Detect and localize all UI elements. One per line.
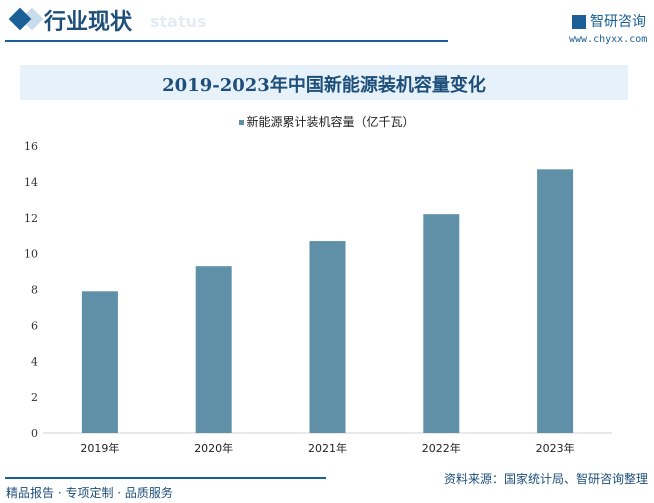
chart-title: 2019-2023年中国新能源装机容量变化 [162, 75, 486, 96]
x-tick-label: 2020年 [194, 441, 233, 455]
y-tick-label: 0 [31, 427, 38, 440]
x-tick-label: 2021年 [308, 441, 347, 455]
divider [5, 40, 448, 42]
y-tick-label: 10 [24, 248, 38, 261]
y-tick-label: 14 [24, 176, 38, 189]
y-tick-label: 16 [24, 140, 38, 153]
chart-title-band: 2019-2023年中国新能源装机容量变化 [20, 65, 628, 100]
footer-slogan: 精品报告 · 专项定制 · 品质服务 [6, 486, 173, 500]
bar [81, 291, 118, 433]
brand-logo-icon [572, 15, 586, 29]
y-tick-label: 6 [31, 319, 38, 332]
x-tick-label: 2023年 [536, 441, 575, 455]
footer-divider [5, 477, 326, 479]
legend-label: 新能源累计装机容量（亿千瓦） [246, 115, 415, 129]
y-tick-label: 2 [31, 391, 38, 404]
section-title: 行业现状 [44, 9, 133, 35]
bar [309, 241, 346, 433]
y-tick-label: 8 [31, 284, 38, 297]
legend-swatch [239, 120, 245, 125]
bar [195, 266, 232, 433]
source-note: 资料来源：国家统计局、智研咨询整理 [443, 472, 648, 486]
y-tick-label: 12 [24, 212, 38, 225]
x-tick-label: 2019年 [80, 441, 119, 455]
bar [423, 214, 460, 433]
section-ghost-text: status [150, 12, 207, 31]
y-tick-label: 4 [31, 355, 38, 368]
legend: 新能源累计装机容量（亿千瓦） [0, 113, 654, 130]
x-tick-label: 2022年 [422, 441, 461, 455]
brand-name: 智研咨询 [590, 14, 646, 30]
bar [537, 169, 574, 433]
brand-logo: 智研咨询 [572, 11, 646, 31]
brand-url: www.chyxx.com [569, 34, 648, 45]
